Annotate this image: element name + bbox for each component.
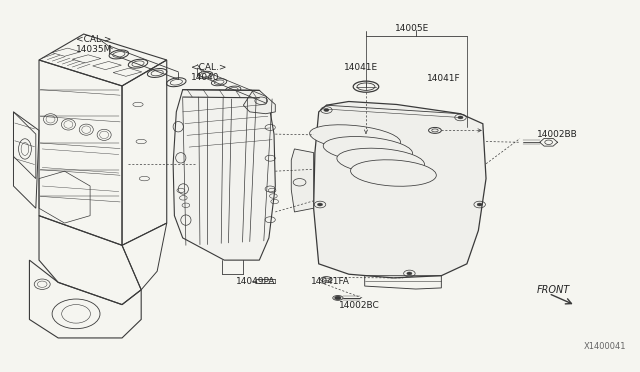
Text: 14041F: 14041F [428, 74, 461, 83]
Text: 14049PA: 14049PA [236, 277, 275, 286]
Polygon shape [314, 102, 486, 278]
Ellipse shape [351, 160, 436, 186]
Ellipse shape [337, 148, 424, 174]
Text: 14035M: 14035M [76, 45, 113, 54]
Circle shape [407, 272, 412, 275]
Text: 14002BC: 14002BC [339, 301, 380, 310]
Polygon shape [173, 90, 275, 260]
Text: 14005E: 14005E [396, 24, 429, 33]
Circle shape [324, 109, 329, 112]
Text: <CAL.>: <CAL.> [76, 35, 111, 44]
Circle shape [477, 203, 482, 206]
Circle shape [335, 296, 341, 300]
Text: X1400041: X1400041 [584, 342, 627, 351]
Text: 14040: 14040 [191, 73, 220, 82]
Polygon shape [243, 90, 275, 114]
Text: 14041E: 14041E [344, 63, 378, 72]
Circle shape [317, 203, 323, 206]
Text: FRONT: FRONT [537, 285, 570, 295]
Polygon shape [291, 149, 314, 212]
Text: 14002BB: 14002BB [537, 129, 578, 139]
Circle shape [458, 116, 463, 119]
Text: <CAL.>: <CAL.> [191, 63, 227, 72]
Ellipse shape [323, 137, 413, 163]
Ellipse shape [310, 125, 401, 151]
Text: 14041FA: 14041FA [311, 277, 350, 286]
